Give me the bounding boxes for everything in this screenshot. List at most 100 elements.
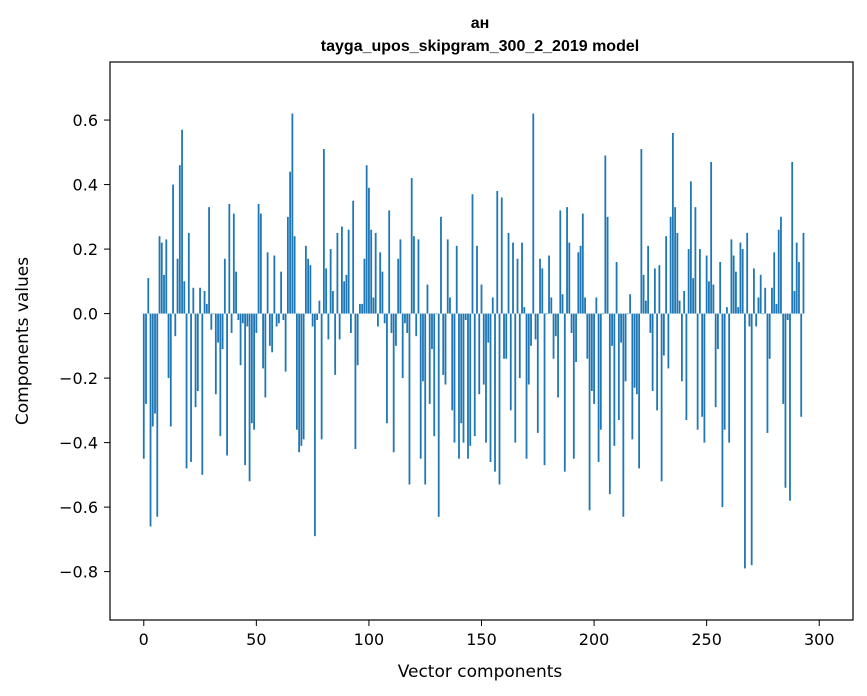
bar <box>649 313 652 333</box>
bar <box>635 313 638 395</box>
bar <box>379 252 382 314</box>
bar <box>237 313 240 321</box>
bar <box>223 258 226 314</box>
bar <box>230 313 233 333</box>
bar <box>728 313 731 443</box>
bar <box>500 197 503 314</box>
bar <box>543 313 546 466</box>
bar <box>489 313 492 462</box>
x-tick-label: 50 <box>246 630 266 649</box>
bar <box>473 313 476 437</box>
bar <box>172 184 174 314</box>
bar <box>717 313 719 350</box>
bar <box>291 113 294 314</box>
bar <box>246 313 249 327</box>
x-tick-label: 200 <box>579 630 610 649</box>
bar <box>647 245 650 314</box>
bar <box>631 313 634 440</box>
bar <box>419 313 422 459</box>
bar <box>491 297 494 314</box>
bar <box>651 313 654 391</box>
bar <box>449 297 451 314</box>
bar <box>692 278 695 314</box>
bar <box>433 313 436 437</box>
bar <box>687 249 690 314</box>
bar <box>476 245 478 314</box>
bar <box>160 242 163 314</box>
bar <box>341 226 343 314</box>
bar <box>145 313 147 404</box>
bar <box>615 261 618 314</box>
bar <box>545 313 548 315</box>
bar <box>388 210 391 314</box>
bar <box>732 255 735 314</box>
bar <box>397 258 400 314</box>
y-tick-label: −0.8 <box>59 563 98 582</box>
bar <box>392 313 395 453</box>
bar <box>248 313 251 482</box>
bars-group <box>142 113 805 569</box>
bar <box>487 313 490 343</box>
bar <box>570 313 573 333</box>
bar <box>293 236 296 314</box>
chart-title-line2: tayga_upos_skipgram_300_2_2019 model <box>321 38 639 55</box>
bar <box>304 245 307 314</box>
bar <box>208 207 210 314</box>
bar <box>590 313 593 391</box>
bar <box>322 149 325 314</box>
bar <box>775 303 778 314</box>
bar <box>221 313 224 350</box>
y-tick-label: 0.2 <box>73 240 98 259</box>
bar <box>219 313 222 437</box>
bar <box>768 313 771 359</box>
bar <box>350 313 352 333</box>
bar <box>307 258 310 314</box>
bar <box>370 229 373 314</box>
bar <box>780 216 782 314</box>
bar <box>428 313 431 404</box>
bar <box>347 229 350 314</box>
bar <box>332 291 334 314</box>
bar <box>739 242 742 314</box>
bar <box>163 274 165 314</box>
y-tick-label: 0.4 <box>73 176 98 195</box>
bar <box>271 313 274 353</box>
bar <box>750 313 753 566</box>
bar <box>178 165 181 314</box>
bar <box>194 313 197 408</box>
bar <box>802 232 805 314</box>
bar <box>471 194 474 314</box>
bar <box>550 297 553 314</box>
bar <box>286 216 289 314</box>
bar <box>762 313 764 315</box>
bar <box>250 313 253 424</box>
bar <box>667 313 670 369</box>
bar <box>442 313 445 375</box>
bar <box>174 313 177 337</box>
bar <box>190 313 192 462</box>
plot-frame <box>109 61 854 621</box>
bar <box>201 313 204 475</box>
bar <box>559 210 562 314</box>
bar <box>746 232 749 314</box>
bar <box>235 271 237 314</box>
bar <box>280 271 283 314</box>
bar <box>764 287 767 314</box>
bar <box>660 313 663 482</box>
bar <box>311 313 314 327</box>
bar <box>455 245 458 314</box>
bar <box>784 313 787 488</box>
bar <box>757 297 760 314</box>
bar <box>579 245 582 314</box>
bar <box>730 239 733 314</box>
bar <box>552 313 555 359</box>
bar <box>602 313 604 315</box>
bar <box>169 313 172 427</box>
x-tick-label: 100 <box>354 630 385 649</box>
bar <box>363 258 366 314</box>
bar <box>228 203 231 314</box>
bar <box>586 313 589 359</box>
bar <box>581 213 584 314</box>
bar <box>244 313 246 466</box>
bar <box>316 313 319 321</box>
